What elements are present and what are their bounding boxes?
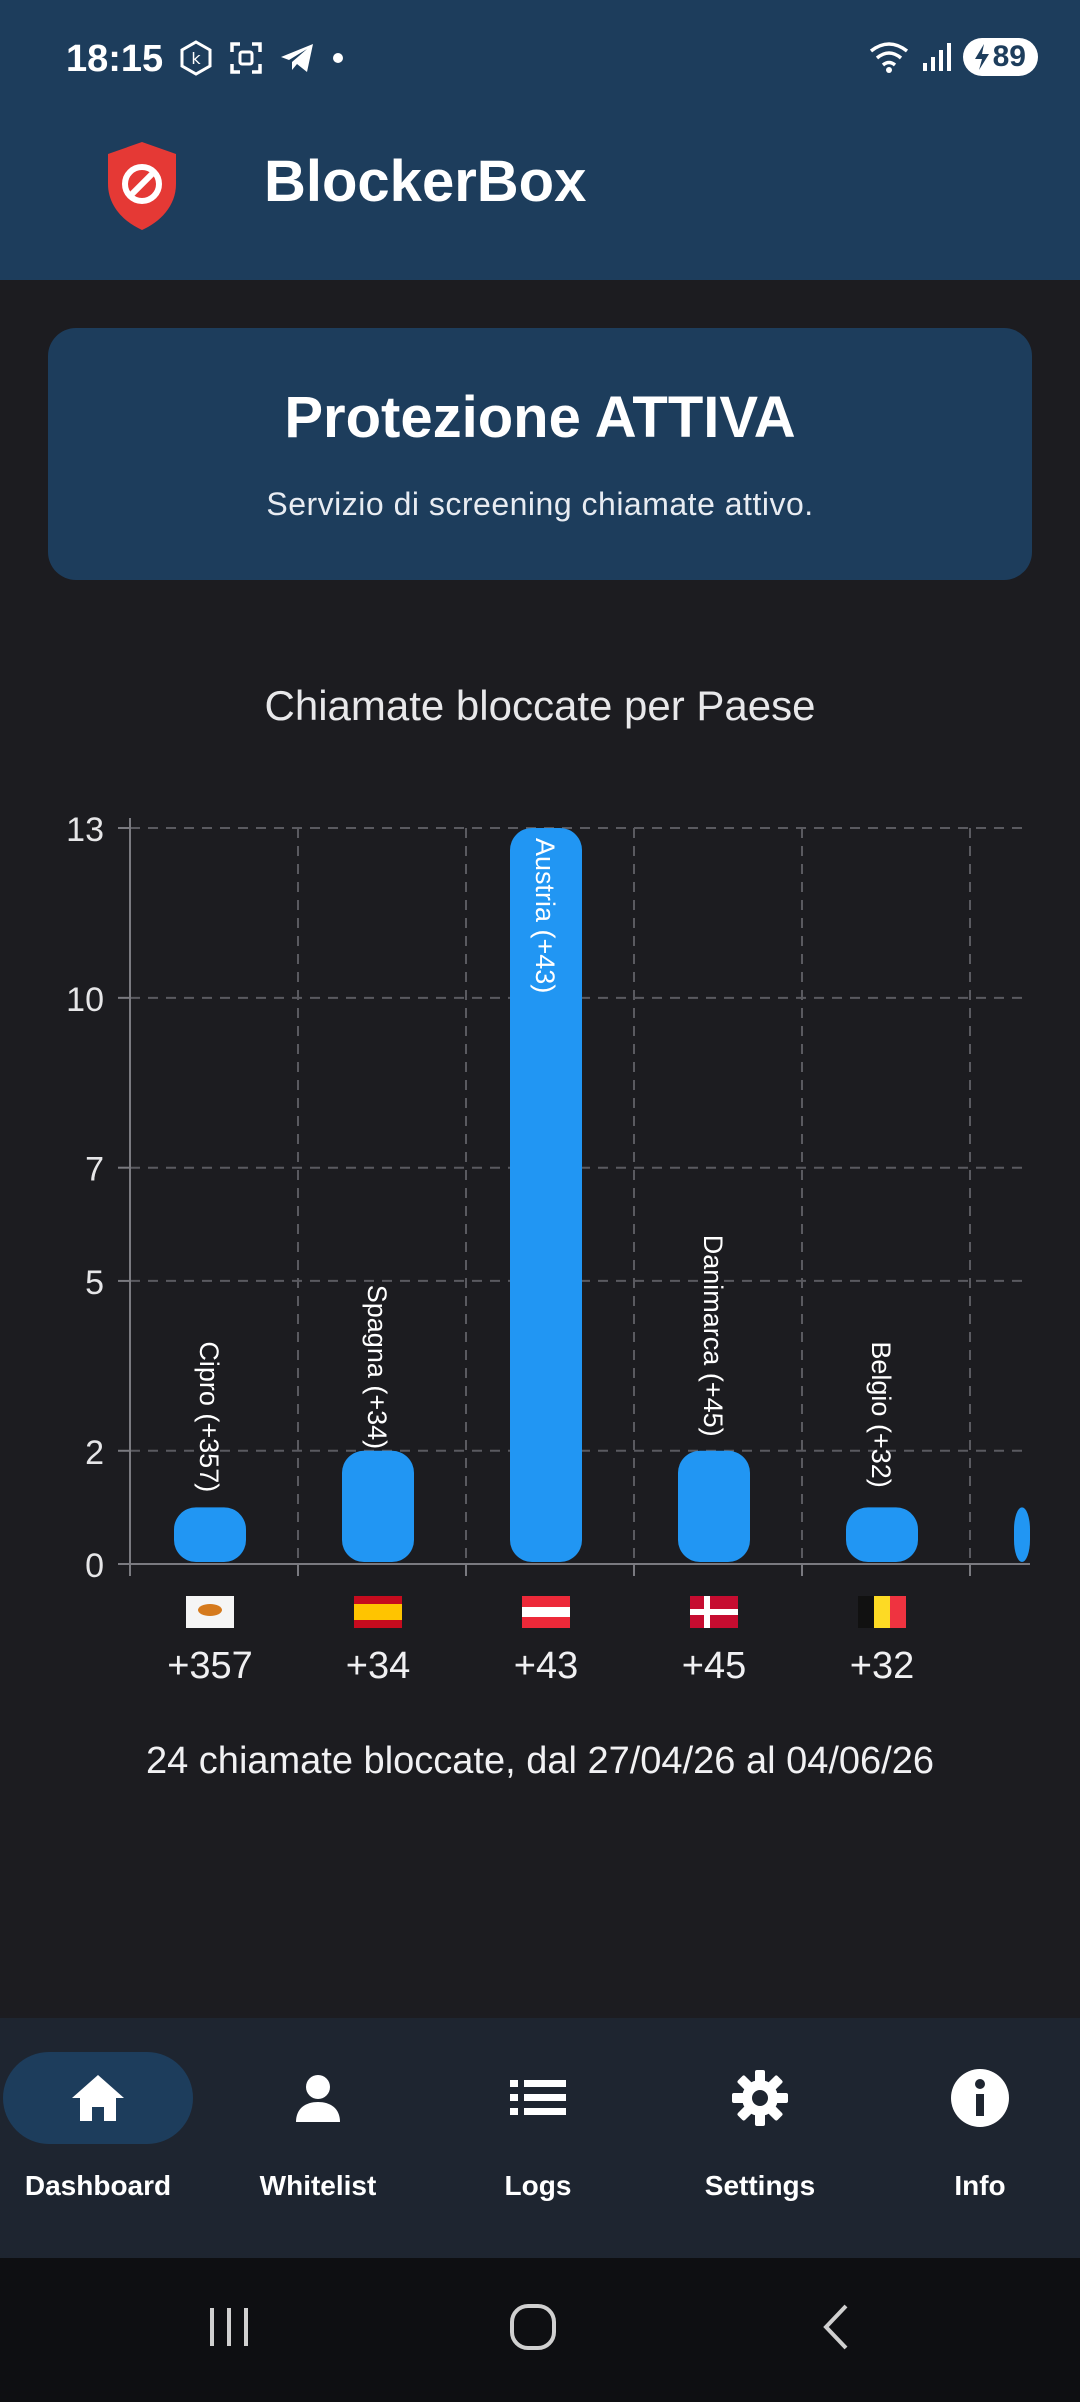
flag-denmark-cross-h: [690, 1609, 738, 1615]
flag-austria-band: [522, 1607, 570, 1617]
notification-icons: k: [178, 40, 346, 76]
k-badge-icon: k: [180, 40, 212, 76]
flag-cyprus-island: [198, 1604, 222, 1616]
x-tick-label: +45: [682, 1645, 746, 1687]
person-icon: [296, 2075, 340, 2122]
nav-whitelist-label: Whitelist: [259, 2170, 377, 2201]
x-tick-label: +357: [167, 1645, 253, 1687]
blocked-calls-bar-chart: 0 2 5 7 10 13 Cipro (+357) +357 Spagna (+34) +34 A…: [66, 780, 1080, 1700]
y-tick-label: 10: [66, 981, 104, 1019]
y-tick-label: 7: [85, 1151, 104, 1189]
bottom-navigation: Dashboard Whitelist Logs: [0, 2018, 1080, 2258]
nav-settings-indicator: [665, 2052, 855, 2144]
battery-level: 89: [992, 40, 1026, 73]
chart-clip-mask: [1032, 780, 1080, 1700]
nav-whitelist[interactable]: Whitelist: [218, 2052, 418, 2232]
bar-label: Spagna (+34): [362, 1285, 392, 1449]
protection-status-text: Servizio di screening chiamate attivo.: [266, 486, 814, 522]
info-icon: [951, 2069, 1009, 2127]
y-tick-label: 13: [66, 811, 104, 849]
flag-spain-band: [354, 1604, 402, 1620]
screenshot-icon: [230, 42, 262, 74]
system-status-icons: 89: [869, 38, 1038, 76]
bar-label: Danimarca (+45): [698, 1235, 728, 1437]
y-tick-label: 5: [85, 1264, 104, 1302]
bar-label: Austria (+43): [530, 838, 560, 993]
y-tick-label: 0: [85, 1547, 104, 1585]
list-icon: [510, 2080, 566, 2115]
x-tick-label: +32: [850, 1645, 914, 1687]
home-icon: [72, 2075, 124, 2121]
chart-bar: [510, 828, 582, 1562]
nav-info[interactable]: Info: [880, 2052, 1080, 2232]
nav-dashboard-label: Dashboard: [24, 2170, 172, 2201]
x-tick-label: +34: [346, 1645, 410, 1687]
dot-icon: [333, 53, 343, 63]
battery-icon: 89: [962, 38, 1038, 76]
bar-label: Cipro (+357): [194, 1341, 224, 1492]
protection-status-card: Protezione ATTIVA Servizio di screening …: [48, 328, 1032, 580]
shield-block-icon: [108, 142, 176, 230]
flag-belgium-black: [858, 1596, 874, 1628]
nav-info-label: Info: [954, 2170, 1006, 2201]
nav-whitelist-indicator: [223, 2052, 413, 2144]
wifi-icon: [869, 42, 908, 73]
x-tick-label: +43: [514, 1645, 578, 1687]
chart-bar: [678, 1450, 750, 1562]
bar-label: Belgio (+32): [866, 1341, 896, 1487]
charging-bolt-icon: [974, 44, 989, 70]
chart-bar: [1014, 1507, 1030, 1562]
status-time: 18:15: [66, 38, 164, 80]
blocked-calls-summary: 24 chiamate bloccate, dal 27/04/26 al 04…: [145, 1740, 935, 1782]
nav-dashboard[interactable]: Dashboard: [0, 2052, 198, 2232]
app-bar: BlockerBox: [0, 120, 1080, 280]
recents-icon[interactable]: [204, 2302, 254, 2352]
system-navigation-bar: [0, 2258, 1080, 2402]
svg-text:k: k: [191, 49, 201, 68]
nav-settings[interactable]: Settings: [660, 2052, 860, 2232]
nav-dashboard-indicator: [3, 2052, 193, 2144]
nav-info-indicator: [885, 2052, 1075, 2144]
nav-logs-label: Logs: [504, 2170, 572, 2201]
y-tick-label: 2: [85, 1434, 104, 1472]
nav-settings-label: Settings: [704, 2170, 816, 2201]
telegram-icon: [281, 44, 313, 72]
home-circle-icon[interactable]: [508, 2302, 558, 2352]
chart-bar: [174, 1507, 246, 1562]
nav-logs-indicator: [443, 2052, 633, 2144]
gear-icon: [732, 2070, 788, 2126]
app-title: BlockerBox: [264, 149, 587, 214]
chart-title: Chiamate bloccate per Paese: [264, 682, 816, 729]
status-bar: 18:15 k 89: [0, 0, 1080, 120]
signal-icon: [922, 43, 951, 71]
flag-belgium-yellow: [874, 1596, 890, 1628]
chart-bar: [342, 1450, 414, 1562]
protection-status-title: Protezione ATTIVA: [284, 385, 796, 450]
back-icon[interactable]: [812, 2302, 862, 2352]
chart-bar: [846, 1507, 918, 1562]
nav-logs[interactable]: Logs: [438, 2052, 638, 2232]
flag-belgium-red: [890, 1596, 906, 1628]
